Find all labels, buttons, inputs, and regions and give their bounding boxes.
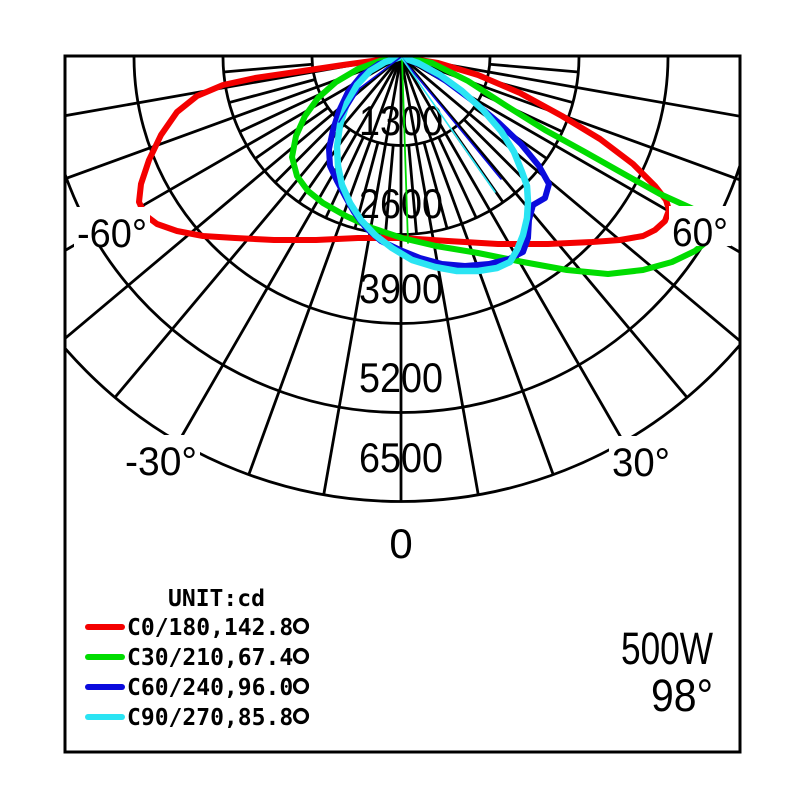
grid-minor-radial-line: [407, 145, 418, 234]
plot-frame: [63, 54, 742, 754]
legend-row-label: C30/210,67.4: [127, 645, 293, 671]
angle-tick-label: 60°: [672, 211, 728, 255]
angle-tick-label: -60°: [77, 212, 147, 256]
grid-minor-radial-line: [437, 136, 478, 219]
grid-radial-line: [66, 57, 402, 180]
grid-minor-radial-line: [422, 142, 449, 229]
legend-marker-circle: [292, 707, 310, 725]
polar-grid: [66, 57, 739, 503]
radial-tick-label: 6500: [359, 434, 443, 481]
radial-tick-labels: 1300 2600 3900 5200 6500 0: [359, 97, 443, 567]
beam-angle-label: 98°: [651, 670, 713, 721]
grid-minor-radial-line: [489, 62, 579, 74]
grid-minor-radial-line: [274, 118, 340, 184]
legend-row-label: C0/180,142.8: [127, 615, 293, 641]
grid-radial-line: [322, 57, 403, 495]
radial-tick-label: 1300: [359, 97, 443, 144]
legend-marker-circle: [292, 617, 310, 635]
curve-closure-line: [401, 57, 409, 244]
curve-c30: [289, 57, 720, 277]
grid-radial-line: [113, 57, 402, 399]
legend-unit-title: UNIT:cd: [168, 586, 265, 612]
grid-radial-line: [247, 57, 403, 476]
curve-closure-line: [400, 57, 496, 193]
grid-radial-line: [400, 57, 739, 342]
grid-minor-radial-line: [384, 145, 395, 234]
angle-label-backdrop: [74, 207, 150, 247]
grid-minor-radial-line: [462, 118, 528, 184]
grid-radial-line: [399, 57, 625, 443]
radial-tick-label: 0: [389, 520, 412, 567]
legend-row-label: C90/270,85.8: [127, 705, 293, 731]
angle-label-backdrop: [609, 436, 673, 476]
intensity-curves: [136, 57, 720, 277]
angle-tick-label: -30°: [125, 440, 197, 484]
curve-closure-line: [400, 57, 502, 180]
curve-c60: [326, 57, 552, 269]
angle-label-backdrop: [669, 206, 731, 246]
legend: UNIT:cd C0/180,142.8 C30/210,67.4 C60/240,…: [85, 586, 310, 731]
legend-row-label: C60/240,96.0: [127, 675, 293, 701]
grid-minor-radial-line: [223, 62, 313, 74]
power-rating-label: 500W: [621, 623, 713, 674]
annotations: 500W 98°: [621, 623, 713, 721]
grid-radial-line: [399, 57, 480, 495]
angle-tick-labels: -60° 60° -30° 30°: [74, 206, 731, 485]
grid-radial-line: [177, 57, 403, 443]
curve-c90: [333, 57, 532, 275]
grid-minor-radial-line: [324, 136, 365, 219]
legend-marker-circle: [292, 647, 310, 665]
legend-marker-circle: [292, 677, 310, 695]
grid-minor-radial-line: [254, 106, 329, 160]
grid-minor-radial-line: [239, 92, 321, 133]
grid-minor-radial-line: [228, 78, 316, 104]
radial-tick-label: 3900: [359, 265, 443, 312]
grid-radial-line: [400, 57, 739, 118]
curve-closure-line: [338, 57, 402, 123]
radial-tick-label: 2600: [359, 180, 443, 227]
angle-tick-label: 30°: [612, 441, 670, 485]
angle-label-backdrop: [122, 435, 200, 475]
radial-tick-label: 5200: [359, 354, 443, 401]
grid-radial-line: [400, 57, 689, 399]
